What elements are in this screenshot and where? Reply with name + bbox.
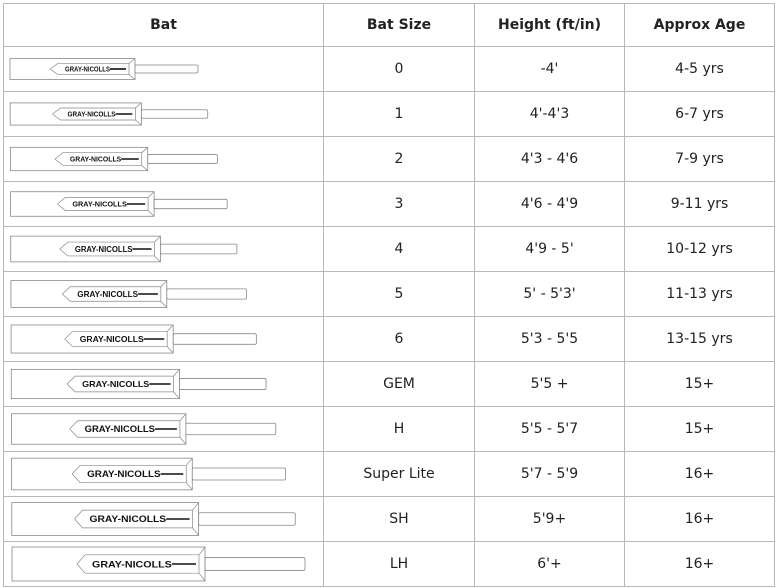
bat-image-cell: GRAY-NICOLLS (3, 451, 324, 497)
brand-logo-text: GRAY-NICOLLS (67, 110, 115, 119)
brand-logo-text: GRAY-NICOLLS (70, 155, 121, 164)
bat-image-cell: GRAY-NICOLLS (3, 46, 324, 92)
brand-logo-text: GRAY-NICOLLS (72, 200, 126, 209)
brand-logo-text: GRAY-NICOLLS (87, 469, 160, 479)
bat-image-cell: GRAY-NICOLLS (3, 496, 324, 542)
approx-age: 4-5 yrs (624, 46, 775, 92)
approx-age: 16+ (624, 451, 775, 497)
height-range: 5'7 - 5'9 (474, 451, 625, 497)
table-row: GRAY-NICOLLS 5 5' - 5'3' 11-13 yrs (3, 271, 775, 317)
approx-age: 13-15 yrs (624, 316, 775, 362)
header-age: Approx Age (624, 3, 775, 47)
table-row: GRAY-NICOLLS SH 5'9+ 16+ (3, 496, 775, 542)
bat-size: 3 (323, 181, 475, 227)
bat-size: 4 (323, 226, 475, 272)
height-range: 5'3 - 5'5 (474, 316, 625, 362)
table-row: GRAY-NICOLLS 0 -4' 4-5 yrs (3, 46, 775, 92)
bat-image-cell: GRAY-NICOLLS (3, 181, 324, 227)
bat-image-cell: GRAY-NICOLLS (3, 361, 324, 407)
table-row: GRAY-NICOLLS H 5'5 - 5'7 15+ (3, 406, 775, 452)
bat-size: 5 (323, 271, 475, 317)
bat-image-cell: GRAY-NICOLLS (3, 271, 324, 317)
approx-age: 15+ (624, 361, 775, 407)
bat-size: SH (323, 496, 475, 542)
approx-age: 6-7 yrs (624, 91, 775, 137)
bat-image: GRAY-NICOLLS (9, 146, 218, 172)
approx-age: 9-11 yrs (624, 181, 775, 227)
height-range: 4'-4'3 (474, 91, 625, 137)
bat-image: GRAY-NICOLLS (9, 58, 199, 80)
approx-age: 16+ (624, 496, 775, 542)
bat-size: GEM (323, 361, 475, 407)
bat-image: GRAY-NICOLLS (10, 191, 228, 217)
bat-size: 1 (323, 91, 475, 137)
approx-age: 15+ (624, 406, 775, 452)
bat-size-table: Bat Bat Size Height (ft/in) Approx Age G… (3, 3, 775, 587)
table-row: GRAY-NICOLLS 3 4'6 - 4'9 9-11 yrs (3, 181, 775, 227)
bat-size: 2 (323, 136, 475, 182)
height-range: 4'9 - 5' (474, 226, 625, 272)
brand-logo-text: GRAY-NICOLLS (92, 559, 172, 570)
header-bat: Bat (3, 3, 324, 47)
bat-image-cell: GRAY-NICOLLS (3, 136, 324, 182)
bat-image: GRAY-NICOLLS (10, 324, 257, 354)
bat-image-cell: GRAY-NICOLLS (3, 316, 324, 362)
bat-size: H (323, 406, 475, 452)
brand-logo-text: GRAY-NICOLLS (82, 379, 149, 389)
brand-logo-text: GRAY-NICOLLS (75, 245, 133, 254)
bat-size: 6 (323, 316, 475, 362)
bat-image: GRAY-NICOLLS (11, 413, 277, 445)
bat-image-cell: GRAY-NICOLLS (3, 541, 324, 587)
bat-image-cell: GRAY-NICOLLS (3, 406, 324, 452)
header-row: Bat Bat Size Height (ft/in) Approx Age (3, 3, 775, 47)
bat-image: GRAY-NICOLLS (9, 102, 209, 126)
bat-size: 0 (323, 46, 475, 92)
height-range: 4'6 - 4'9 (474, 181, 625, 227)
bat-image: GRAY-NICOLLS (10, 368, 267, 400)
header-height: Height (ft/in) (474, 3, 625, 47)
bat-image: GRAY-NICOLLS (11, 502, 296, 536)
bat-image-cell: GRAY-NICOLLS (3, 226, 324, 272)
table-row: GRAY-NICOLLS 4 4'9 - 5' 10-12 yrs (3, 226, 775, 272)
brand-logo-text: GRAY-NICOLLS (77, 290, 138, 299)
height-range: 5' - 5'3' (474, 271, 625, 317)
table-row: GRAY-NICOLLS LH 6'+ 16+ (3, 541, 775, 587)
brand-logo-text: GRAY-NICOLLS (85, 424, 155, 434)
bat-image: GRAY-NICOLLS (11, 457, 286, 491)
height-range: 4'3 - 4'6 (474, 136, 625, 182)
brand-logo-text: GRAY-NICOLLS (90, 514, 167, 524)
height-range: 6'+ (474, 541, 625, 587)
table-row: GRAY-NICOLLS 6 5'3 - 5'5 13-15 yrs (3, 316, 775, 362)
table-row: GRAY-NICOLLS 2 4'3 - 4'6 7-9 yrs (3, 136, 775, 182)
height-range: 5'5 + (474, 361, 625, 407)
bat-image: GRAY-NICOLLS (11, 546, 306, 582)
table-row: GRAY-NICOLLS 1 4'-4'3 6-7 yrs (3, 91, 775, 137)
height-range: 5'9+ (474, 496, 625, 542)
bat-image: GRAY-NICOLLS (10, 280, 248, 308)
bat-size: LH (323, 541, 475, 587)
approx-age: 7-9 yrs (624, 136, 775, 182)
brand-logo-text: GRAY-NICOLLS (65, 66, 110, 73)
bat-size: Super Lite (323, 451, 475, 497)
header-bat-size: Bat Size (323, 3, 475, 47)
table-row: GRAY-NICOLLS Super Lite 5'7 - 5'9 16+ (3, 451, 775, 497)
approx-age: 16+ (624, 541, 775, 587)
bat-image: GRAY-NICOLLS (10, 235, 238, 263)
table-row: GRAY-NICOLLS GEM 5'5 + 15+ (3, 361, 775, 407)
height-range: -4' (474, 46, 625, 92)
approx-age: 10-12 yrs (624, 226, 775, 272)
bat-image-cell: GRAY-NICOLLS (3, 91, 324, 137)
brand-logo-text: GRAY-NICOLLS (80, 334, 144, 344)
height-range: 5'5 - 5'7 (474, 406, 625, 452)
approx-age: 11-13 yrs (624, 271, 775, 317)
